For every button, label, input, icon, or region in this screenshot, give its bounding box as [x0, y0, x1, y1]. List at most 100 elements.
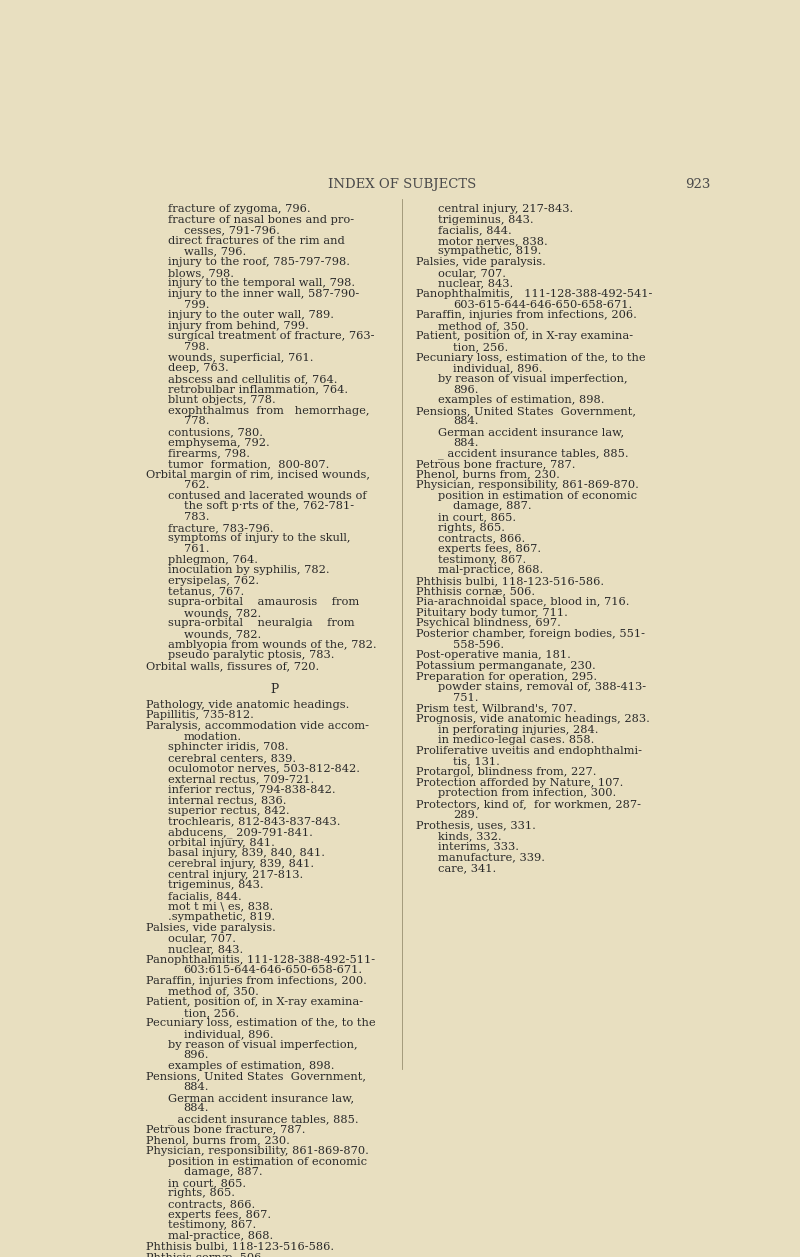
- Text: tion, 256.: tion, 256.: [454, 342, 509, 352]
- Text: central injury, 217-813.: central injury, 217-813.: [168, 870, 303, 880]
- Text: tumor  formation,  800-807.: tumor formation, 800-807.: [168, 459, 330, 469]
- Text: Proliferative uveitis and endophthalmi-: Proliferative uveitis and endophthalmi-: [416, 745, 642, 755]
- Text: Physician, responsibility, 861-869-870.: Physician, responsibility, 861-869-870.: [416, 480, 639, 490]
- Text: trochlearis, 812-843-837-843.: trochlearis, 812-843-837-843.: [168, 817, 341, 827]
- Text: cerebral injury, 839, 841.: cerebral injury, 839, 841.: [168, 859, 314, 869]
- Text: trigeminus, 843.: trigeminus, 843.: [168, 880, 264, 890]
- Text: 884.: 884.: [184, 1082, 210, 1092]
- Text: contusions, 780.: contusions, 780.: [168, 427, 263, 437]
- Text: facialis, 844.: facialis, 844.: [438, 225, 512, 235]
- Text: Prognosis, vide anatomic headings, 283.: Prognosis, vide anatomic headings, 283.: [416, 714, 650, 724]
- Text: fracture, 783-796.: fracture, 783-796.: [168, 523, 274, 533]
- Text: interims, 333.: interims, 333.: [438, 841, 519, 851]
- Text: .sympathetic, 819.: .sympathetic, 819.: [168, 913, 275, 923]
- Text: abscess and cellulitis of, 764.: abscess and cellulitis of, 764.: [168, 375, 338, 383]
- Text: Pecuniary loss, estimation of the, to the: Pecuniary loss, estimation of the, to th…: [146, 1018, 376, 1028]
- Text: sphincter iridis, 708.: sphincter iridis, 708.: [168, 742, 289, 752]
- Text: _ accident insurance tables, 885.: _ accident insurance tables, 885.: [168, 1114, 359, 1125]
- Text: method of, 350.: method of, 350.: [438, 321, 529, 331]
- Text: care, 341.: care, 341.: [438, 862, 496, 872]
- Text: 778.: 778.: [184, 416, 210, 426]
- Text: INDEX OF SUBJECTS: INDEX OF SUBJECTS: [328, 177, 476, 191]
- Text: symptoms of injury to the skull,: symptoms of injury to the skull,: [168, 533, 350, 543]
- Text: experts fees, 867.: experts fees, 867.: [168, 1209, 271, 1219]
- Text: inoculation by syphilis, 782.: inoculation by syphilis, 782.: [168, 566, 330, 576]
- Text: retrobulbar inflammation, 764.: retrobulbar inflammation, 764.: [168, 385, 348, 395]
- Text: phlegmon, 764.: phlegmon, 764.: [168, 554, 258, 564]
- Text: superior rectus, 842.: superior rectus, 842.: [168, 806, 290, 816]
- Text: Pensions, United States  Government,: Pensions, United States Government,: [146, 1071, 366, 1081]
- Text: Patient, position of, in X-ray examina-: Patient, position of, in X-ray examina-: [416, 332, 634, 342]
- Text: sympathetic, 819.: sympathetic, 819.: [438, 246, 542, 256]
- Text: Pensions, United States  Government,: Pensions, United States Government,: [416, 406, 636, 416]
- Text: protection from infection, 300.: protection from infection, 300.: [438, 788, 616, 798]
- Text: blows, 798.: blows, 798.: [168, 268, 234, 278]
- Text: Pecuniary loss, estimation of the, to the: Pecuniary loss, estimation of the, to th…: [416, 353, 646, 363]
- Text: nuclear, 843.: nuclear, 843.: [168, 944, 243, 954]
- Text: supra-orbital    neuralgia    from: supra-orbital neuralgia from: [168, 618, 355, 628]
- Text: Physician, responsibility, 861-869-870.: Physician, responsibility, 861-869-870.: [146, 1146, 370, 1156]
- Text: 603:615-644-646-650-658-671.: 603:615-644-646-650-658-671.: [184, 965, 363, 975]
- Text: 783.: 783.: [184, 512, 210, 522]
- Text: contused and lacerated wounds of: contused and lacerated wounds of: [168, 491, 367, 500]
- Text: Protectors, kind of,  for workmen, 287-: Protectors, kind of, for workmen, 287-: [416, 799, 642, 810]
- Text: basal injury, 839, 840, 841.: basal injury, 839, 840, 841.: [168, 848, 325, 859]
- Text: Paralysis, accommodation vide accom-: Paralysis, accommodation vide accom-: [146, 722, 370, 730]
- Text: supra-orbital    amaurosis    from: supra-orbital amaurosis from: [168, 597, 359, 607]
- Text: Phthisis cornæ, 506.: Phthisis cornæ, 506.: [416, 587, 535, 597]
- Text: injury to the roof, 785-797-798.: injury to the roof, 785-797-798.: [168, 258, 350, 266]
- Text: injury to the temporal wall, 798.: injury to the temporal wall, 798.: [168, 278, 355, 288]
- Text: injury from behind, 799.: injury from behind, 799.: [168, 321, 309, 331]
- Text: walls, 796.: walls, 796.: [184, 246, 246, 256]
- Text: Palsies, vide paralysis.: Palsies, vide paralysis.: [416, 258, 546, 266]
- Text: Phthisis cornæ, 506.: Phthisis cornæ, 506.: [146, 1252, 266, 1257]
- Text: rights, 865.: rights, 865.: [438, 523, 505, 533]
- Text: 751.: 751.: [454, 693, 479, 703]
- Text: fracture of nasal bones and pro-: fracture of nasal bones and pro-: [168, 215, 354, 225]
- Text: Papillitis, 735-812.: Papillitis, 735-812.: [146, 710, 254, 720]
- Text: Phenol, burns from, 230.: Phenol, burns from, 230.: [416, 470, 560, 480]
- Text: deep, 763.: deep, 763.: [168, 363, 229, 373]
- Text: Patient, position of, in X-ray examina-: Patient, position of, in X-ray examina-: [146, 997, 364, 1007]
- Text: surgical treatment of fracture, 763-: surgical treatment of fracture, 763-: [168, 332, 374, 342]
- Text: Panophthalmitis, 111-128-388-492-511-: Panophthalmitis, 111-128-388-492-511-: [146, 955, 376, 964]
- Text: fracture of zygoma, 796.: fracture of zygoma, 796.: [168, 204, 311, 214]
- Text: Pituitary body tumor, 711.: Pituitary body tumor, 711.: [416, 607, 568, 617]
- Text: mal-practice, 868.: mal-practice, 868.: [168, 1231, 274, 1241]
- Text: Preparation for operation, 295.: Preparation for operation, 295.: [416, 671, 598, 681]
- Text: testimony, 867.: testimony, 867.: [168, 1221, 257, 1231]
- Text: Psychical blindness, 697.: Psychical blindness, 697.: [416, 618, 561, 628]
- Text: wounds, 782.: wounds, 782.: [184, 628, 261, 639]
- Text: method of, 350.: method of, 350.: [168, 987, 259, 997]
- Text: 762.: 762.: [184, 480, 210, 490]
- Text: 896.: 896.: [184, 1051, 210, 1061]
- Text: by reason of visual imperfection,: by reason of visual imperfection,: [438, 375, 627, 383]
- Text: in court, 865.: in court, 865.: [168, 1178, 246, 1188]
- Text: exophthalmus  from   hemorrhage,: exophthalmus from hemorrhage,: [168, 406, 370, 416]
- Text: modation.: modation.: [184, 732, 242, 742]
- Text: external rectus, 709-721.: external rectus, 709-721.: [168, 774, 314, 784]
- Text: emphysema, 792.: emphysema, 792.: [168, 437, 270, 447]
- Text: Phthisis bulbi, 118-123-516-586.: Phthisis bulbi, 118-123-516-586.: [416, 576, 604, 586]
- Text: damage, 887.: damage, 887.: [454, 502, 532, 512]
- Text: 884.: 884.: [454, 416, 479, 426]
- Text: Orbital margin of rim, incised wounds,: Orbital margin of rim, incised wounds,: [146, 470, 370, 480]
- Text: cerebral centers, 839.: cerebral centers, 839.: [168, 753, 296, 763]
- Text: in court, 865.: in court, 865.: [438, 512, 516, 522]
- Text: kinds, 332.: kinds, 332.: [438, 831, 502, 841]
- Text: Palsies, vide paralysis.: Palsies, vide paralysis.: [146, 923, 276, 933]
- Text: 558-596.: 558-596.: [454, 640, 505, 650]
- Text: mal-practice, 868.: mal-practice, 868.: [438, 566, 543, 576]
- Text: 798.: 798.: [184, 342, 210, 352]
- Text: Post-operative mania, 181.: Post-operative mania, 181.: [416, 650, 571, 660]
- Text: nuclear, 843.: nuclear, 843.: [438, 278, 513, 288]
- Text: examples of estimation, 898.: examples of estimation, 898.: [438, 395, 605, 405]
- Text: 923: 923: [685, 177, 710, 191]
- Text: inferior rectus, 794-838-842.: inferior rectus, 794-838-842.: [168, 784, 336, 794]
- Text: manufacture, 339.: manufacture, 339.: [438, 852, 545, 862]
- Text: tion, 256.: tion, 256.: [184, 1008, 239, 1018]
- Text: 761.: 761.: [184, 544, 210, 554]
- Text: central injury, 217-843.: central injury, 217-843.: [438, 204, 573, 214]
- Text: injury to the outer wall, 789.: injury to the outer wall, 789.: [168, 310, 334, 321]
- Text: erysipelas, 762.: erysipelas, 762.: [168, 576, 259, 586]
